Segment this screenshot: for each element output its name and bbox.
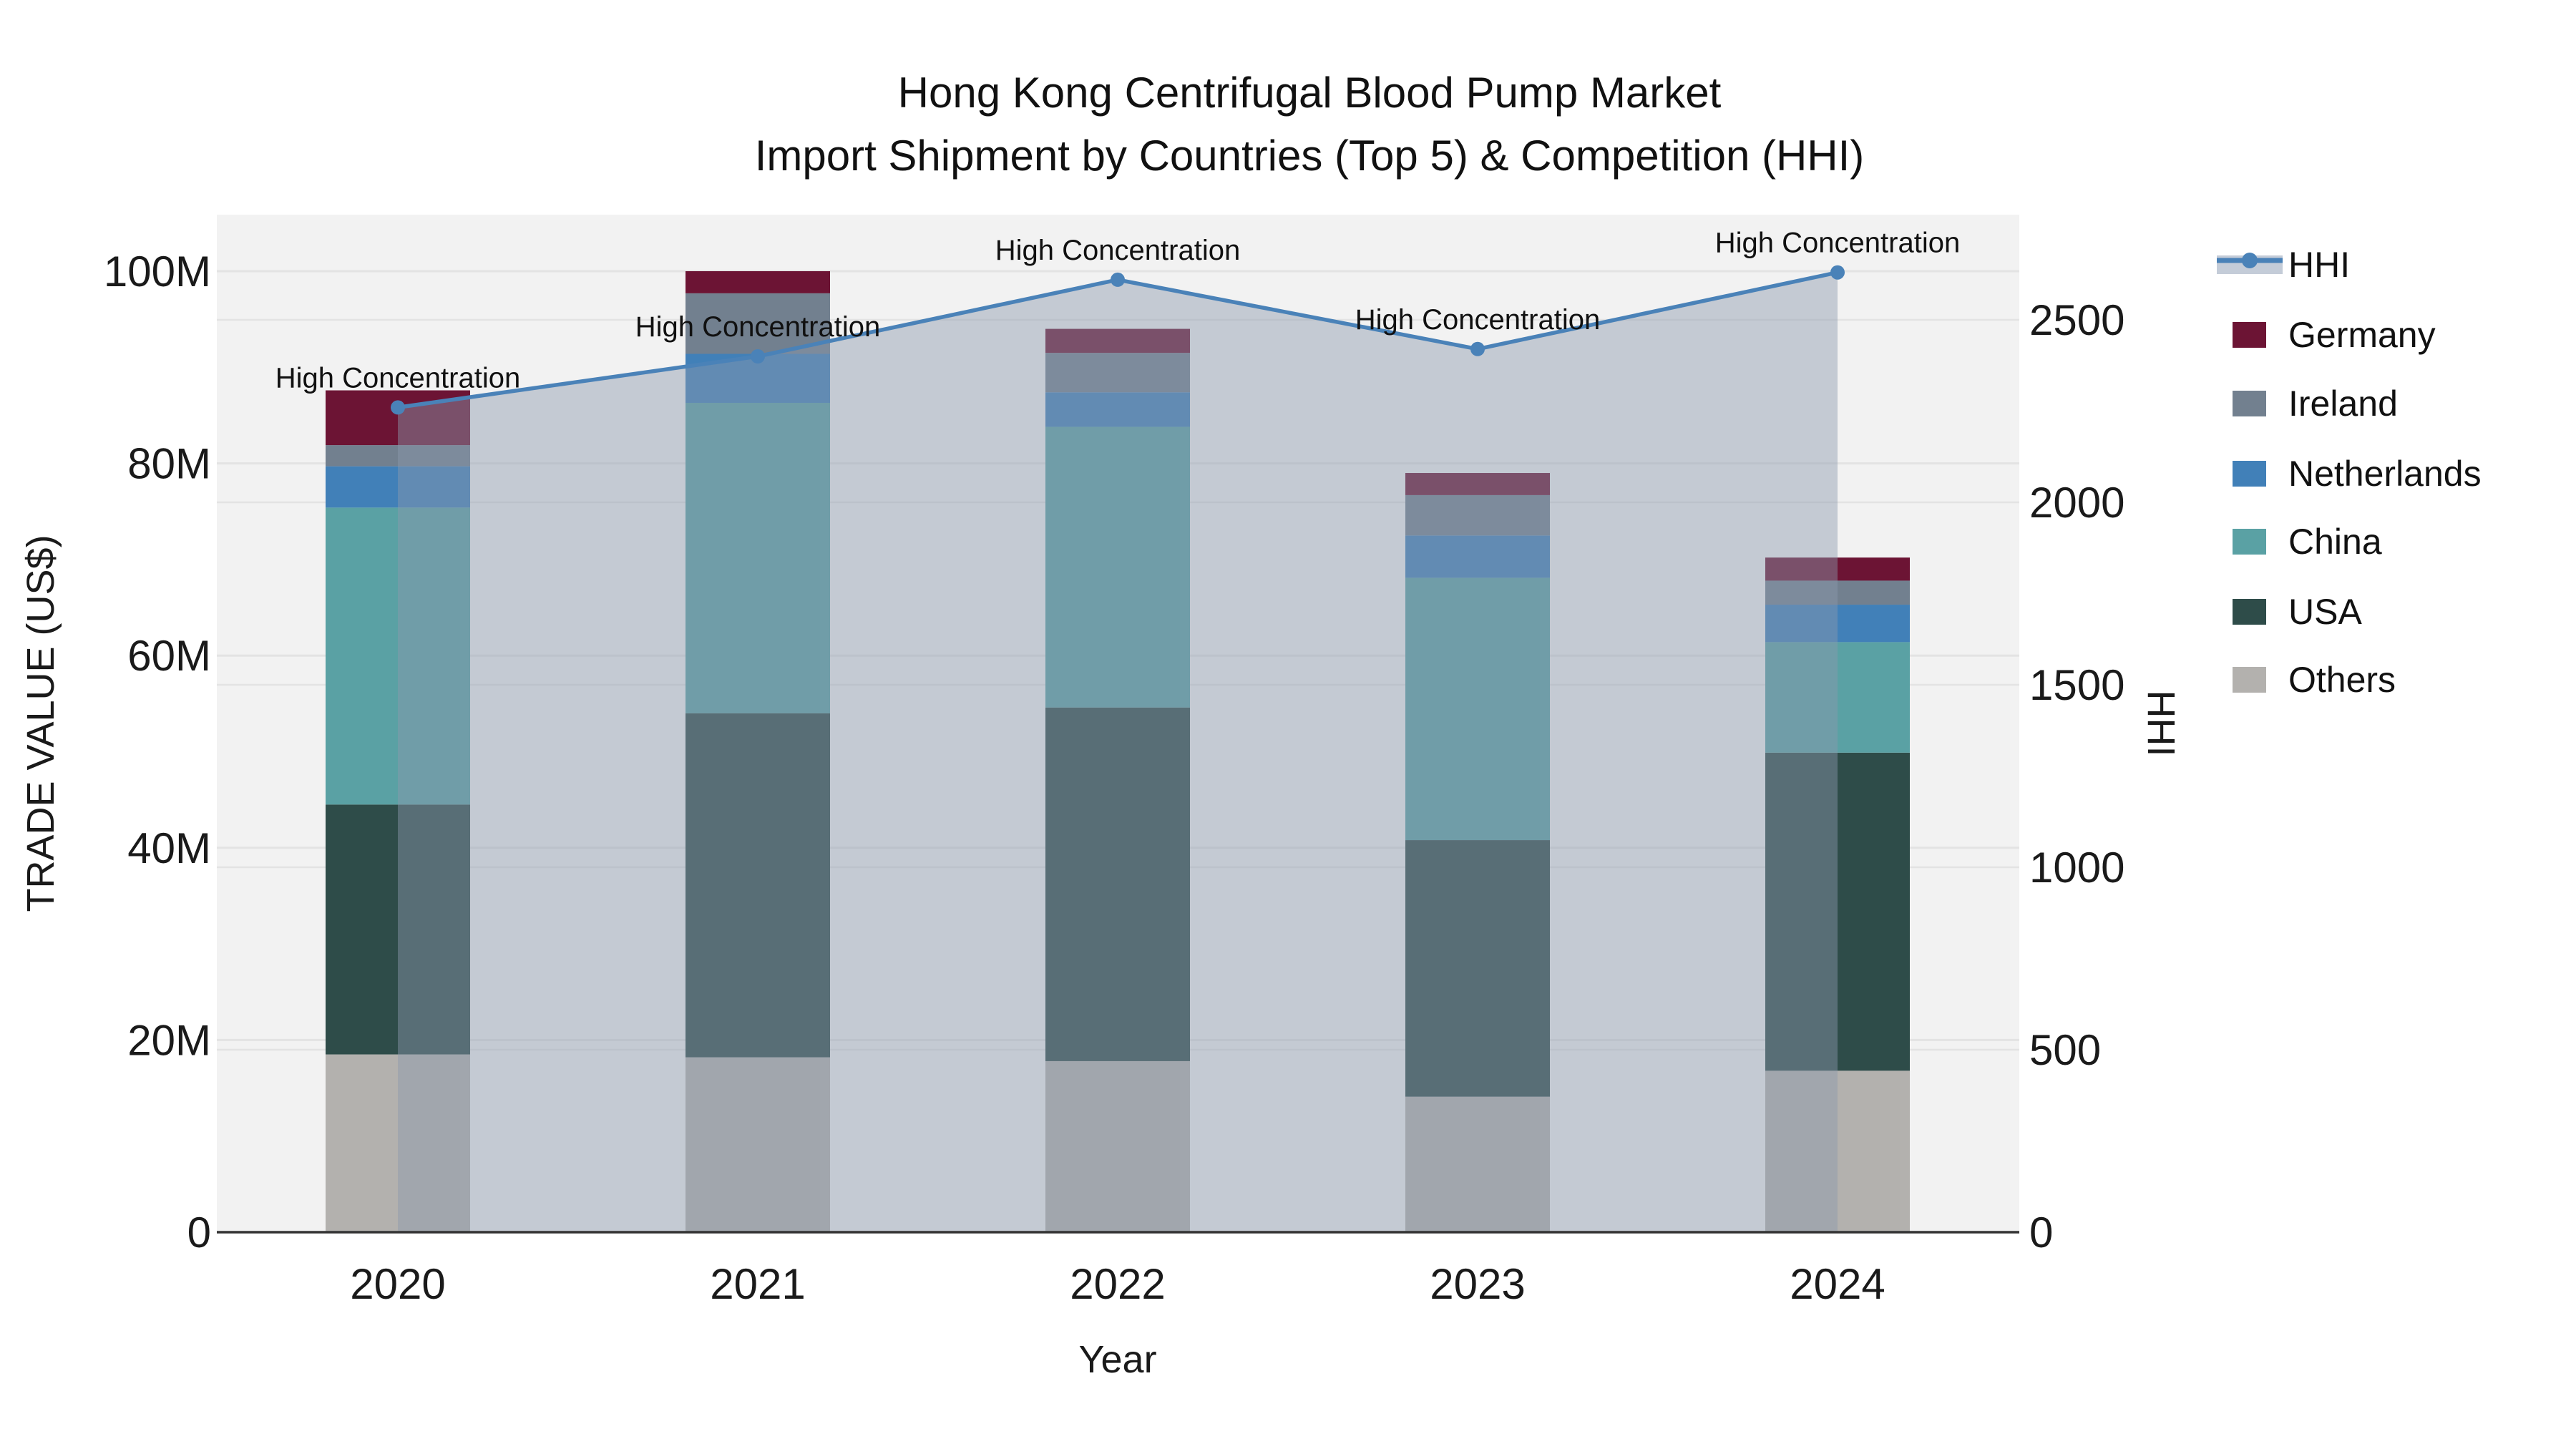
legend-swatch-usa	[2233, 599, 2266, 625]
y-left-tick-100M: 100M	[104, 248, 211, 296]
x-tick-2023: 2023	[1430, 1260, 1525, 1308]
x-tick-2024: 2024	[1790, 1260, 1885, 1308]
bar-segment-usa-2021	[686, 713, 830, 1058]
bar-segment-usa-2024	[1765, 752, 1910, 1071]
hhi-marker-2024	[1830, 265, 1845, 280]
bar-segment-usa-2020	[326, 804, 470, 1055]
legend-swatch-others	[2233, 667, 2266, 693]
bar-segment-netherlands-2022	[1045, 392, 1190, 427]
annotation-2020: High Concentration	[275, 362, 520, 394]
annotation-2022: High Concentration	[995, 235, 1240, 266]
y-left-tick-80M: 80M	[127, 440, 211, 488]
bar-segment-others-2024	[1765, 1070, 1910, 1232]
hhi-marker-2020	[391, 400, 405, 415]
bar-segment-china-2023	[1405, 577, 1550, 841]
y-right-tick-2000: 2000	[2029, 479, 2124, 527]
bar-segment-others-2020	[326, 1054, 470, 1232]
bar-segment-others-2021	[686, 1057, 830, 1232]
y-left-tick-40M: 40M	[127, 824, 211, 872]
hhi-marker-2023	[1470, 341, 1485, 356]
bar-segment-netherlands-2023	[1405, 535, 1550, 578]
bar-segment-ireland-2020	[326, 445, 470, 467]
bar-segment-ireland-2024	[1765, 580, 1910, 605]
chart-title-line1: Hong Kong Centrifugal Blood Pump Market	[898, 69, 1722, 117]
legend-swatch-ireland	[2233, 391, 2266, 416]
bar-segment-china-2024	[1765, 642, 1910, 753]
annotation-2024: High Concentration	[1715, 228, 1960, 259]
x-axis-title: Year	[1078, 1338, 1156, 1381]
y-axis-right-title: HHI	[2140, 691, 2182, 757]
legend-label-china: China	[2288, 522, 2382, 562]
bar-segment-germany-2024	[1765, 557, 1910, 581]
plot-area: High Concentration High Concentration High…	[104, 215, 2124, 1308]
hhi-area-fill	[398, 272, 1838, 1233]
legend-label-hhi: HHI	[2288, 245, 2350, 285]
y-right-tick-1500: 1500	[2029, 661, 2124, 709]
y-left-tick-20M: 20M	[127, 1016, 211, 1064]
y-axis-left-title: TRADE VALUE (US$)	[19, 535, 62, 912]
legend-swatch-germany	[2233, 322, 2266, 348]
legend-label-germany: Germany	[2288, 315, 2436, 355]
bar-segment-germany-2021	[686, 271, 830, 293]
x-tick-2021: 2021	[710, 1260, 805, 1308]
legend-item-ireland: Ireland	[2233, 384, 2398, 424]
legend-item-usa: USA	[2233, 592, 2362, 632]
bar-segment-usa-2022	[1045, 707, 1190, 1061]
legend-item-hhi: HHI	[2217, 245, 2350, 285]
legend-item-china: China	[2233, 522, 2382, 562]
y-right-tick-0: 0	[2029, 1209, 2053, 1257]
bar-segment-netherlands-2024	[1765, 605, 1910, 643]
annotation-2021: High Concentration	[635, 311, 880, 343]
bar-segment-netherlands-2020	[326, 466, 470, 508]
legend-swatch-netherlands	[2233, 461, 2266, 487]
y-right-tick-2500: 2500	[2029, 296, 2124, 344]
legend-item-germany: Germany	[2233, 315, 2436, 355]
hhi-marker-2021	[751, 349, 765, 364]
bar-segment-china-2020	[326, 507, 470, 805]
y-right-tick-1000: 1000	[2029, 844, 2124, 892]
annotation-2023: High Concentration	[1355, 304, 1600, 336]
legend-item-others: Others	[2233, 660, 2396, 700]
bar-segment-others-2022	[1045, 1060, 1190, 1232]
legend-item-netherlands: Netherlands	[2233, 454, 2482, 494]
legend: HHI Germany Ireland Netherlands China USA Othe…	[2217, 245, 2482, 700]
bar-segment-ireland-2022	[1045, 353, 1190, 393]
bar-segment-usa-2023	[1405, 840, 1550, 1097]
hhi-legend-marker	[2242, 253, 2258, 268]
bar-segment-others-2023	[1405, 1096, 1550, 1232]
y-left-tick-0: 0	[187, 1209, 211, 1257]
bar-segment-ireland-2021	[686, 293, 830, 354]
bar-segment-germany-2022	[1045, 328, 1190, 353]
y-right-tick-500: 500	[2029, 1026, 2101, 1074]
x-tick-2020: 2020	[350, 1260, 445, 1308]
legend-swatch-china	[2233, 529, 2266, 555]
legend-label-usa: USA	[2288, 592, 2362, 632]
bar-segment-germany-2023	[1405, 473, 1550, 495]
legend-label-netherlands: Netherlands	[2288, 454, 2482, 494]
bar-segment-china-2022	[1045, 426, 1190, 708]
x-tick-2022: 2022	[1070, 1260, 1165, 1308]
legend-label-ireland: Ireland	[2288, 384, 2398, 424]
legend-label-others: Others	[2288, 660, 2396, 700]
hhi-marker-2022	[1111, 272, 1125, 287]
bar-segment-china-2021	[686, 402, 830, 713]
bar-segment-ireland-2023	[1405, 494, 1550, 536]
y-left-tick-60M: 60M	[127, 632, 211, 680]
chart-title-line2: Import Shipment by Countries (Top 5) & C…	[755, 132, 1865, 180]
